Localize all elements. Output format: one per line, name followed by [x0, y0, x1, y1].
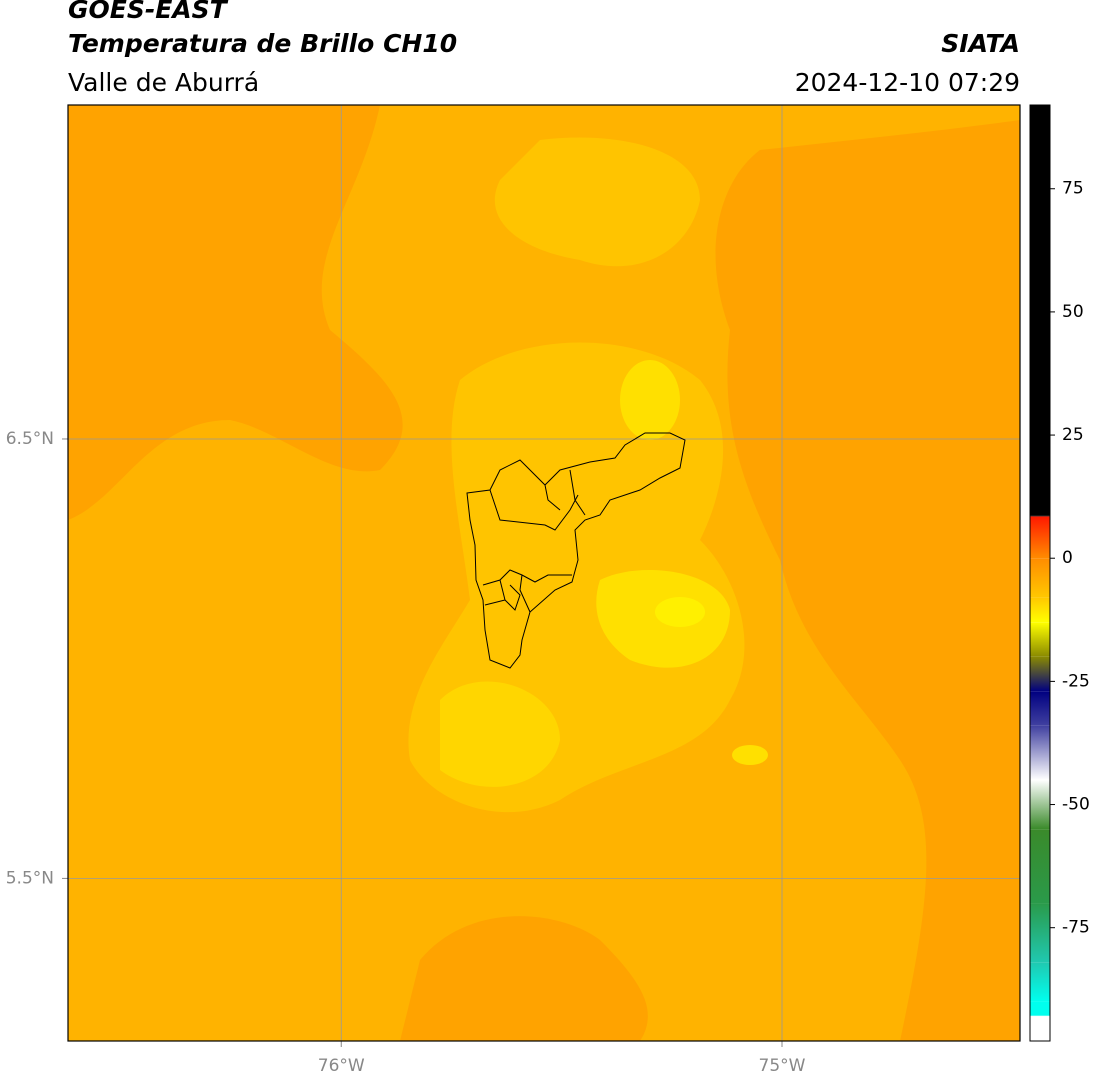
municipal-boundaries [466, 432, 686, 669]
colorbar-segment [1030, 691, 1050, 726]
warm-region [715, 120, 1020, 1041]
coldest-region [655, 597, 705, 627]
title: GOES-EAST [68, 0, 229, 24]
subtitle: Temperatura de Brillo CH10 [68, 29, 457, 58]
colorbar-segment [1030, 903, 1050, 963]
warm-region [400, 916, 648, 1041]
colorbar-tick-label: 75 [1062, 179, 1084, 199]
region: Valle de Aburrá [68, 68, 259, 97]
x-tick-label: 75°W [759, 1056, 806, 1076]
datetime: 2024-12-10 07:29 [795, 68, 1020, 97]
colorbar-segment [1030, 105, 1050, 516]
warm-region [68, 105, 403, 520]
colorbar-segment [1030, 558, 1050, 598]
colorbar-frame [1029, 104, 1051, 1042]
colorbar-segment [1030, 516, 1050, 559]
colorbar-segment [1030, 829, 1050, 904]
colorbar-tick-label: -50 [1062, 795, 1090, 815]
colorbar-tick-label: -75 [1062, 918, 1090, 938]
colorbar-segment [1030, 622, 1050, 657]
colorbar-tick-label: 25 [1062, 425, 1084, 445]
y-tick-label: 6.5°N [6, 429, 54, 449]
colorbar-tick-label: -25 [1062, 671, 1090, 691]
colorbar [1030, 105, 1055, 1041]
colorbar-segment [1030, 597, 1050, 623]
colorbar-segment [1030, 779, 1050, 830]
graticule [62, 105, 1020, 1047]
temperature-field [68, 105, 1020, 1041]
colorbar-segment [1030, 962, 1050, 1002]
colorbar-segment [1030, 1001, 1050, 1016]
cold-region [440, 681, 560, 787]
colorbar-segment [1030, 515, 1050, 517]
colorbar-tick-label: 0 [1062, 548, 1073, 568]
colorbar-segment [1030, 725, 1050, 780]
x-tick-label: 76°W [318, 1056, 365, 1076]
cold-region [620, 360, 680, 440]
colorbar-tick-label: 50 [1062, 302, 1084, 322]
cold-region [732, 745, 768, 765]
colorbar-segment [1030, 1016, 1050, 1041]
source: SIATA [941, 29, 1020, 58]
y-tick-label: 5.5°N [6, 868, 54, 888]
cool-region [494, 137, 700, 267]
colorbar-segment [1030, 1015, 1050, 1017]
colorbar-segment [1030, 656, 1050, 692]
map-frame [67, 104, 1021, 1042]
